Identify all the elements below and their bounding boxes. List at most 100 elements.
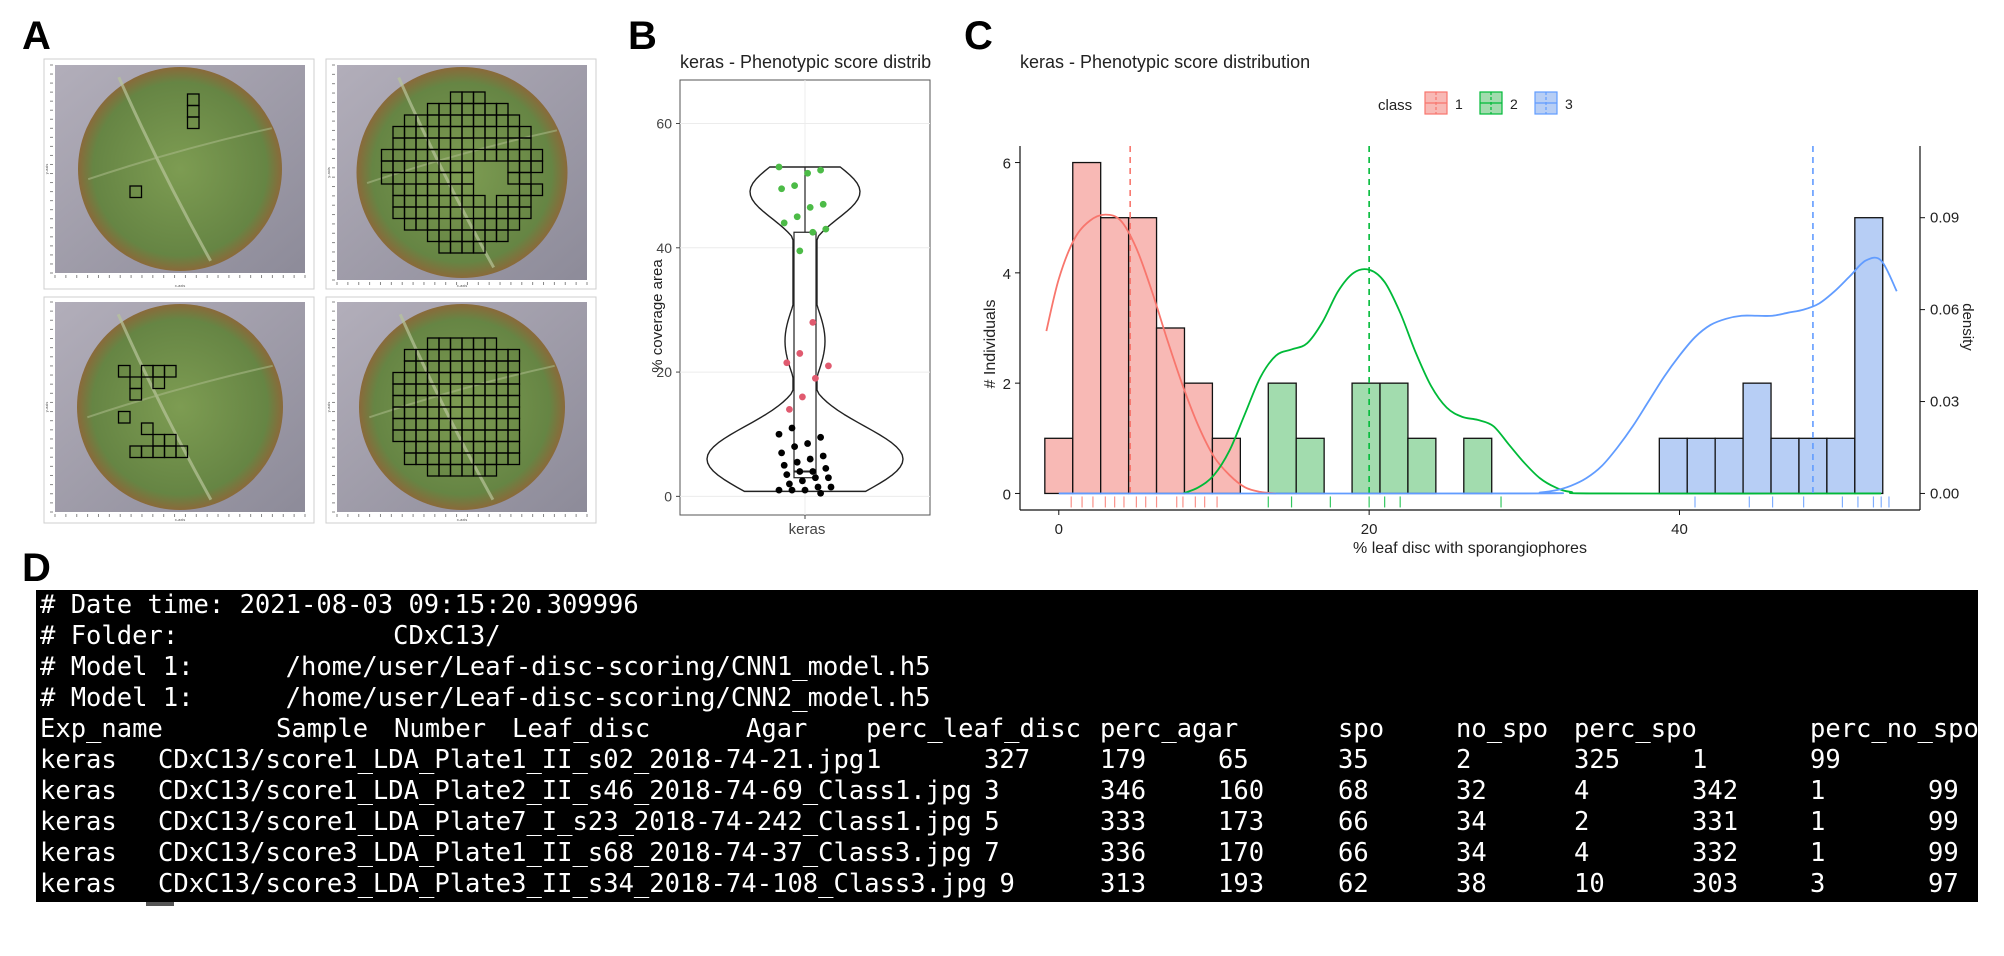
table-cell: 34	[1456, 838, 1487, 868]
histogram-bar-class-3	[1714, 437, 1744, 495]
grid-cell	[507, 452, 521, 466]
table-cell: 1	[1810, 838, 1826, 868]
x-tick-label: 40	[1671, 521, 1688, 538]
violin-y-tick-label: 0	[664, 488, 672, 504]
table-header-cell: no_spo	[1456, 714, 1549, 744]
violin-point-red	[809, 318, 817, 326]
table-cell: 342	[1692, 776, 1739, 806]
violin-point-black	[806, 455, 814, 463]
grid-cell	[140, 422, 154, 436]
terminal-line-folder: # Folder: CDxC13/	[40, 621, 501, 651]
leaf-vein	[117, 76, 212, 262]
histogram-bar-class-1	[1211, 437, 1241, 495]
table-cell: 1	[1810, 776, 1826, 806]
table-cell: CDxC13/score1_LDA_Plate7_I_s23_2018-74-2…	[158, 807, 972, 837]
violin-point-black	[783, 471, 791, 479]
histogram-bar-class-2	[1379, 382, 1409, 495]
density-curve-class-3	[1058, 256, 1898, 495]
table-cell: 9	[999, 869, 1015, 899]
table-cell: CDxC13/score1_LDA_Plate2_II_s46_2018-74-…	[158, 776, 972, 806]
table-cell: 160	[1218, 776, 1265, 806]
violin-title: keras - Phenotypic score distrib	[680, 52, 931, 72]
table-cell: 325	[1574, 745, 1621, 775]
table-cell: 1	[866, 745, 882, 775]
violin-plot-area	[676, 79, 931, 519]
table-cell: keras	[40, 745, 117, 775]
x-axis-label: x-axis	[175, 517, 185, 522]
leaf-disc-image-grid: y-axisx-axisy-axisx-axisy-axisx-axisy-ax…	[43, 58, 597, 524]
x-tick-label: 20	[1361, 521, 1378, 538]
leaf-vein	[87, 127, 273, 181]
violin-point-red	[812, 374, 819, 382]
violin-point-red	[786, 405, 793, 413]
table-header-cell: Number	[394, 714, 487, 744]
grid-cell	[472, 240, 486, 254]
violin-point-black	[817, 489, 824, 497]
legend-title: class	[1378, 97, 1412, 114]
table-cell: 99	[1928, 807, 1959, 837]
table-cell: 97	[1928, 869, 1959, 899]
panel-letter-b: B	[628, 14, 657, 58]
table-cell: 2	[1456, 745, 1472, 775]
histogram-bar-class-2	[1351, 382, 1381, 495]
histogram-bar-class-1	[1100, 217, 1130, 495]
x-axis-label: x-axis	[457, 517, 467, 522]
violin-point-black	[786, 480, 793, 488]
histogram-bar-class-2	[1463, 437, 1493, 495]
grid-cell	[495, 229, 509, 243]
grid-cell	[507, 217, 521, 231]
y-tick-label: 0	[1003, 486, 1011, 503]
table-header-cell: Exp_name	[40, 714, 163, 744]
table-cell: 66	[1338, 838, 1369, 868]
grid-cell	[175, 445, 189, 459]
histogram-bar-class-3	[1854, 217, 1884, 495]
y2-tick-label: 0.09	[1930, 210, 1959, 227]
violin-point-black	[778, 449, 785, 457]
violin-y-tick-label: 20	[656, 364, 672, 380]
leaf-disc-top-left: y-axis x-axis	[43, 58, 315, 290]
table-cell: 2	[1574, 807, 1590, 837]
y-axis-label: y-axis	[44, 164, 49, 174]
density-curve-class-1	[1045, 213, 1277, 495]
y-axis-label: y-axis	[326, 167, 331, 177]
violin-point-black	[827, 483, 835, 491]
violin-point-black	[788, 486, 796, 494]
violin-point-black	[780, 461, 788, 469]
violin-point-red	[799, 393, 806, 401]
violin-point-black	[801, 486, 809, 494]
y-axis-label: y-axis	[326, 402, 331, 412]
legend-label: 3	[1565, 96, 1573, 112]
histogram-bar-class-3	[1686, 437, 1716, 495]
grid-cell	[117, 364, 131, 378]
violin-point-green	[806, 203, 814, 211]
histogram-bar-class-2	[1407, 437, 1437, 495]
violin-point-black	[822, 464, 830, 472]
violin-point-black	[793, 458, 801, 466]
histogram-y-axis-label: # Individuals	[982, 300, 999, 389]
table-cell: 332	[1692, 838, 1739, 868]
table-cell: keras	[40, 838, 117, 868]
table-cell: 331	[1692, 807, 1739, 837]
table-cell: 65	[1218, 745, 1249, 775]
table-cell: 7	[984, 838, 1000, 868]
histogram-bar-class-1	[1127, 217, 1158, 495]
table-cell: keras	[40, 869, 117, 899]
violin-point-black	[819, 452, 827, 460]
table-cell: 193	[1218, 869, 1265, 899]
violin-point-green	[822, 225, 830, 233]
histogram-bar-class-3	[1826, 437, 1856, 495]
violin-point-black	[775, 486, 783, 494]
histogram-title: keras - Phenotypic score distribution	[1020, 52, 1310, 72]
histogram-x-axis-label: % leaf disc with sporangiophores	[1353, 540, 1587, 557]
table-cell: 10	[1574, 869, 1605, 899]
table-cell: 38	[1456, 869, 1487, 899]
violin-point-black	[796, 468, 804, 475]
table-cell: 99	[1928, 776, 1959, 806]
x-axis-label: x-axis	[457, 283, 467, 288]
table-cell: 170	[1218, 838, 1265, 868]
terminal-cursor	[146, 902, 174, 906]
y-tick-label: 6	[1003, 156, 1011, 173]
violin-point-black	[809, 468, 817, 475]
legend-label: 2	[1510, 96, 1518, 112]
table-cell: 4	[1574, 838, 1590, 868]
